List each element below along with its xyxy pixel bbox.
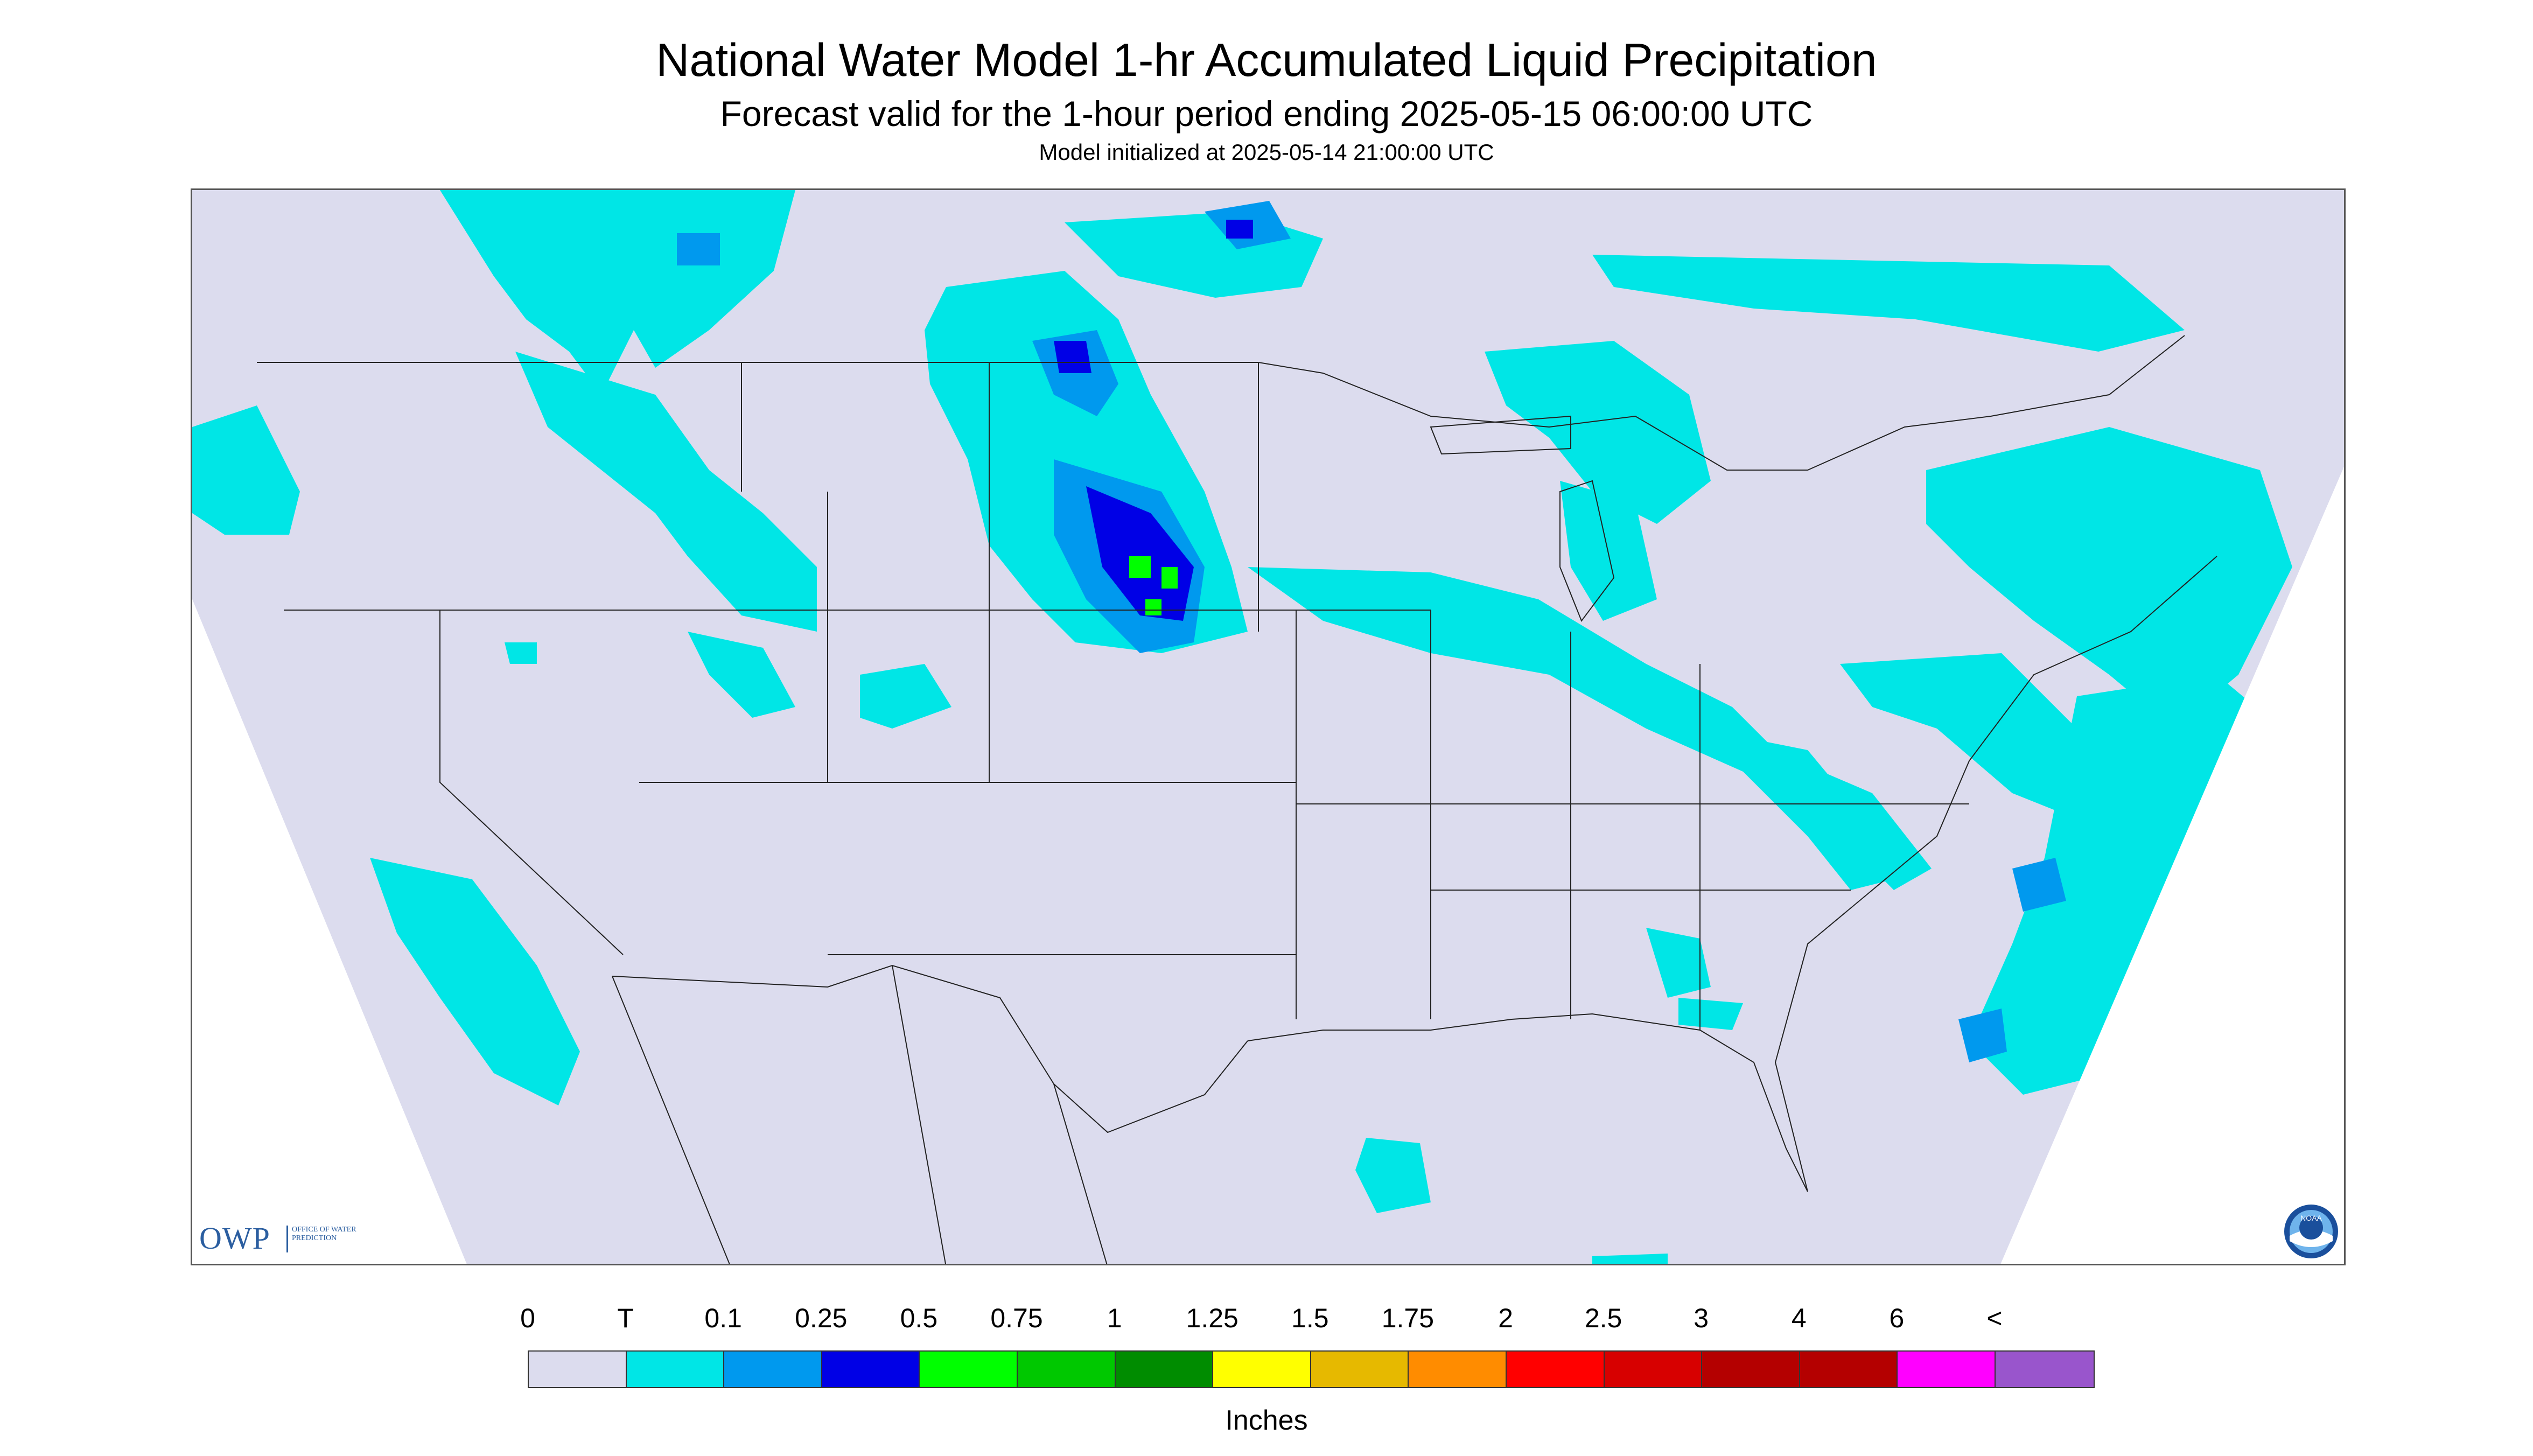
legend-label: 2 (1498, 1303, 1513, 1333)
legend-label: 2.5 (1584, 1303, 1622, 1333)
noaa-emblem-text: NOAA (2300, 1214, 2322, 1222)
legend-label: 1.75 (1381, 1303, 1435, 1333)
owp-logo-subtext: Office of Water Prediction (292, 1226, 356, 1242)
gulf-coastline (1247, 1013, 1808, 1192)
legend-swatch (822, 1352, 920, 1387)
legend-label: 0.1 (704, 1303, 742, 1333)
precipitation-map (191, 188, 2346, 1265)
precip-very-heavy-3 (1145, 599, 1161, 615)
precip-heavy-canada (1226, 220, 1253, 239)
legend-label: 1.25 (1186, 1303, 1238, 1333)
precip-ohio-valley (1700, 729, 1894, 890)
legend-label: 0.25 (795, 1303, 848, 1333)
legend-swatch (920, 1352, 1018, 1387)
map-title: National Water Model 1-hr Accumulated Li… (656, 34, 1877, 86)
owp-logo-text: OWP (199, 1221, 270, 1256)
legend-swatch (1604, 1352, 1703, 1387)
legend-swatch (1800, 1352, 1898, 1387)
precip-colorado-spots (860, 664, 951, 729)
legend-swatch (724, 1352, 822, 1387)
precip-florida-panhandle (1678, 998, 1743, 1030)
legend-label: 0.5 (900, 1303, 938, 1333)
legend-swatch (1898, 1352, 1996, 1387)
precip-wyoming-band (688, 632, 795, 718)
legend-swatch (1017, 1352, 1116, 1387)
boundaries (257, 335, 2217, 1264)
precip-bottom-strip (1592, 1254, 1668, 1264)
atlantic-coastline (1774, 556, 2217, 1192)
legend-labels: 0 T 0.1 0.25 0.5 0.75 1 1.25 1.5 1.75 2 2.5 3 4 6 < (0, 1302, 2533, 1334)
legend-swatch (1311, 1352, 1409, 1387)
us-mexico-border (612, 964, 1248, 1133)
model-domain (192, 190, 2344, 1264)
precip-moderate-bc (677, 233, 720, 265)
legend-label: 3 (1694, 1303, 1709, 1333)
precip-northeast (1926, 427, 2292, 729)
precip-nebraska-iowa (1248, 567, 1786, 772)
precip-great-lakes (1485, 341, 1711, 524)
legend-swatch (1213, 1352, 1311, 1387)
mexico-interior-3 (1053, 1083, 1108, 1264)
precip-moderate-atlantic (2012, 858, 2066, 912)
lake-superior (1430, 415, 1571, 455)
owp-logo-divider (286, 1226, 288, 1252)
mexico-interior-2 (892, 965, 946, 1264)
legend-label: 0.75 (990, 1303, 1043, 1333)
legend-swatch (1702, 1352, 1800, 1387)
very-heavy-precip-areas (1129, 556, 1178, 615)
legend-swatch (626, 1352, 725, 1387)
legend-label: 4 (1791, 1303, 1807, 1333)
precip-georgia (1646, 928, 1711, 998)
precip-heavy-nd (1054, 341, 1091, 373)
precip-atlantic-offshore (1969, 675, 2282, 1095)
owp-logo: OWP Office of Water Prediction (199, 1222, 372, 1255)
legend-swatch (1409, 1352, 1507, 1387)
precip-southwest-offshore (370, 858, 580, 1105)
forecast-valid-subtitle: Forecast valid for the 1-hour period end… (720, 94, 1813, 134)
legend-swatch (529, 1352, 627, 1387)
legend-units: Inches (1225, 1405, 1308, 1436)
precip-michigan (1560, 481, 1657, 621)
mexico-interior-1 (612, 976, 730, 1264)
legend-label: 6 (1889, 1303, 1905, 1333)
noaa-emblem-icon: NOAA (2284, 1205, 2338, 1258)
precip-nevada-spot (505, 642, 537, 664)
precip-appalachian (1797, 761, 1932, 890)
precip-very-heavy-2 (1161, 567, 1178, 589)
precip-moderate-offshore-2 (1958, 1009, 2007, 1062)
model-initialized-text: Model initialized at 2025-05-14 21:00:00… (1039, 139, 1494, 165)
legend-label: 1 (1107, 1303, 1122, 1333)
outside-left (192, 599, 467, 1264)
precip-mid-atlantic (1840, 653, 2077, 815)
legend-label: 0 (520, 1303, 535, 1333)
us-canada-border (257, 335, 2185, 471)
map-canvas (192, 190, 2344, 1264)
legend-swatch (1115, 1352, 1214, 1387)
precip-quebec-band (1592, 255, 2185, 352)
legend-swatch (1506, 1352, 1605, 1387)
noaa-logo: NOAA (2283, 1203, 2339, 1259)
precip-pacific-northwest (192, 405, 300, 535)
legend-color-bar (528, 1350, 2095, 1388)
legend-label: 1.5 (1291, 1303, 1329, 1333)
outside-right (2000, 466, 2344, 1264)
legend-label: T (617, 1303, 634, 1333)
precip-montana-band (515, 352, 817, 632)
state-line-ca-nv (439, 610, 624, 955)
lake-michigan (1559, 480, 1615, 622)
precip-gulf-blob (1355, 1138, 1431, 1213)
legend-swatch (1995, 1352, 2094, 1387)
legend-label: < (1986, 1303, 2003, 1333)
precip-very-heavy-1 (1129, 556, 1151, 578)
